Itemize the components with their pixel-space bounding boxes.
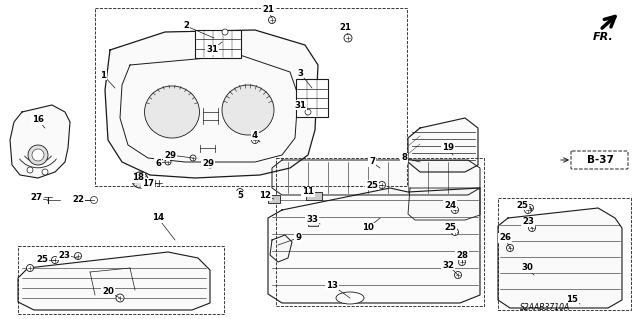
Circle shape [90, 197, 97, 204]
Text: 14: 14 [152, 213, 164, 222]
Text: 6: 6 [155, 159, 161, 167]
Ellipse shape [145, 86, 200, 138]
Circle shape [445, 225, 451, 232]
Circle shape [454, 271, 461, 278]
Circle shape [527, 204, 534, 211]
Circle shape [529, 225, 536, 232]
Text: 24: 24 [444, 201, 456, 210]
Bar [95, 8, 407, 186]
Circle shape [116, 294, 124, 302]
Text: 15: 15 [566, 295, 578, 305]
Bar [498, 198, 631, 310]
Text: 3: 3 [297, 69, 303, 78]
Circle shape [305, 109, 311, 115]
Circle shape [237, 189, 243, 196]
Text: 18: 18 [132, 174, 144, 182]
Bar [306, 192, 322, 200]
Circle shape [344, 34, 352, 42]
Text: 2: 2 [183, 21, 189, 31]
Text: 21: 21 [339, 24, 351, 33]
Text: 5: 5 [237, 191, 243, 201]
Bar [276, 158, 484, 306]
Circle shape [222, 29, 228, 35]
Text: 10: 10 [362, 224, 374, 233]
Circle shape [74, 253, 81, 259]
Circle shape [525, 206, 531, 213]
Ellipse shape [222, 85, 274, 135]
Text: 19: 19 [442, 144, 454, 152]
Text: S2AAB3710A: S2AAB3710A [520, 303, 570, 313]
Bar [18, 246, 224, 314]
Circle shape [451, 228, 458, 235]
Text: 1: 1 [100, 70, 106, 79]
Text: 32: 32 [442, 261, 454, 270]
Text: 4: 4 [252, 130, 258, 139]
Bar [296, 79, 328, 117]
FancyBboxPatch shape [571, 151, 628, 169]
Text: 25: 25 [366, 181, 378, 189]
Circle shape [269, 17, 275, 24]
Text: 20: 20 [102, 287, 114, 296]
Text: 31: 31 [294, 100, 306, 109]
Text: 11: 11 [302, 188, 314, 197]
Text: 13: 13 [326, 280, 338, 290]
Circle shape [51, 256, 58, 263]
Text: 22: 22 [72, 196, 84, 204]
Text: 12: 12 [259, 191, 271, 201]
Circle shape [451, 206, 458, 213]
Circle shape [207, 162, 213, 168]
Bar [308, 220, 318, 226]
Text: 17: 17 [142, 179, 154, 188]
Circle shape [42, 169, 48, 175]
Circle shape [252, 137, 259, 144]
Circle shape [506, 244, 513, 251]
Circle shape [458, 258, 465, 265]
Circle shape [378, 182, 385, 189]
Text: 23: 23 [522, 218, 534, 226]
Text: 23: 23 [58, 250, 70, 259]
Ellipse shape [336, 292, 364, 304]
Circle shape [190, 155, 196, 161]
Text: 25: 25 [516, 201, 528, 210]
Circle shape [28, 145, 48, 165]
Text: 26: 26 [499, 234, 511, 242]
Text: 8: 8 [401, 153, 407, 162]
Text: FR.: FR. [593, 32, 614, 42]
Text: 16: 16 [32, 115, 44, 124]
Text: 29: 29 [164, 151, 176, 160]
Text: 33: 33 [306, 216, 318, 225]
Bar [268, 195, 280, 203]
Circle shape [32, 149, 44, 161]
Text: 21: 21 [262, 5, 274, 14]
Text: 28: 28 [456, 250, 468, 259]
Text: 30: 30 [521, 263, 533, 272]
Text: 25: 25 [36, 256, 48, 264]
Bar [195, 30, 241, 58]
Text: 9: 9 [295, 234, 301, 242]
Text: 31: 31 [206, 46, 218, 55]
Circle shape [132, 172, 148, 188]
Circle shape [165, 159, 171, 165]
Text: 7: 7 [369, 158, 375, 167]
Text: 25: 25 [444, 224, 456, 233]
Text: 29: 29 [202, 159, 214, 167]
Text: 27: 27 [30, 194, 42, 203]
Text: B-37: B-37 [587, 155, 613, 165]
Circle shape [27, 167, 33, 173]
Polygon shape [270, 235, 292, 262]
Circle shape [26, 264, 33, 271]
